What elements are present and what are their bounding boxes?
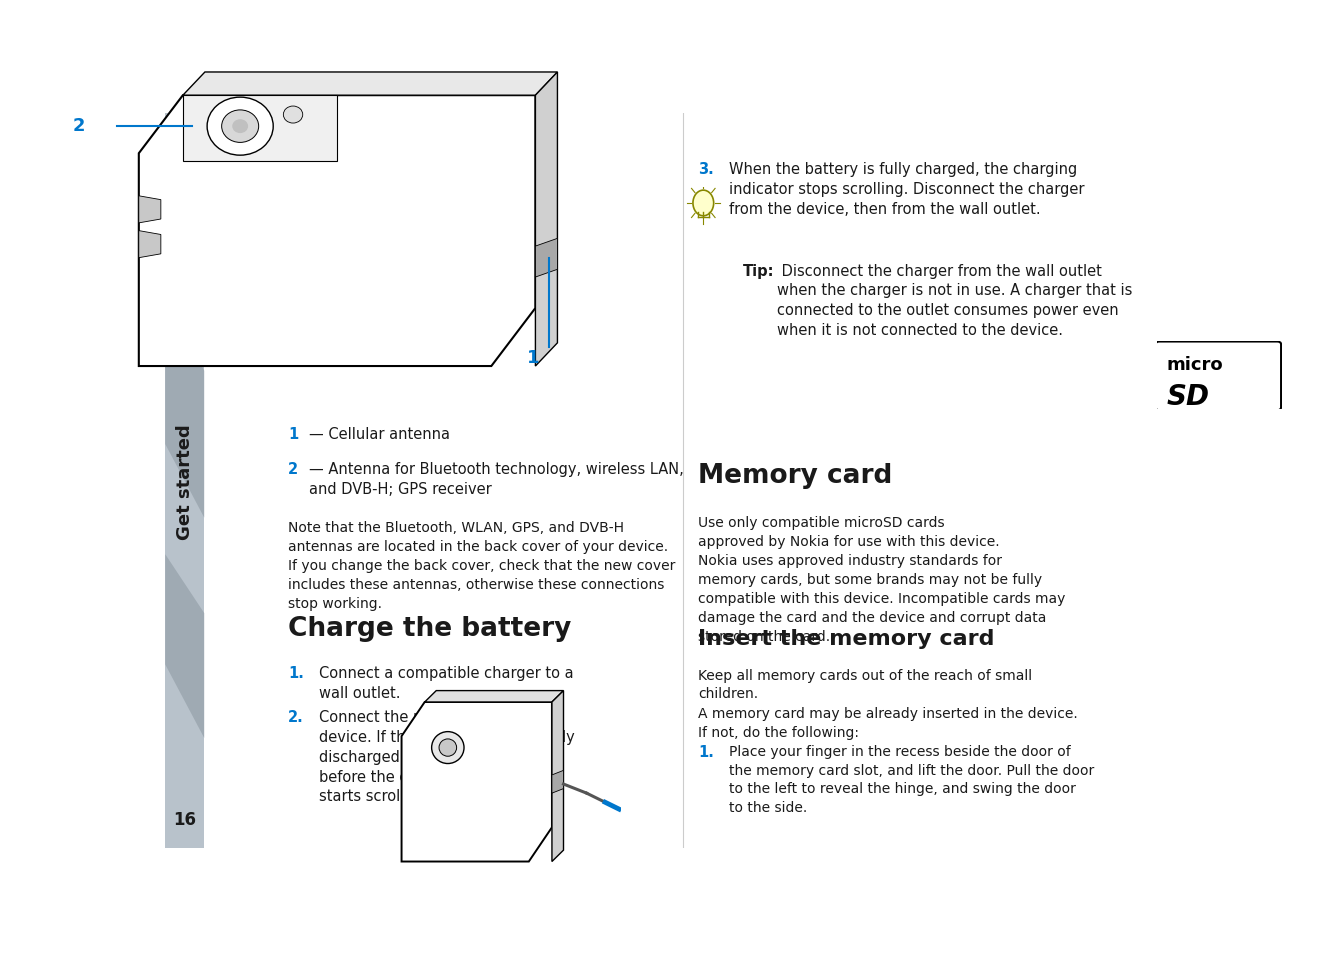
Circle shape [693,191,714,216]
Text: When the battery is fully charged, the charging
indicator stops scrolling. Disco: When the battery is fully charged, the c… [728,162,1084,216]
Circle shape [222,111,259,143]
Polygon shape [424,691,563,702]
Polygon shape [535,73,558,367]
Circle shape [439,740,456,757]
Circle shape [431,732,464,763]
Polygon shape [139,232,161,258]
Circle shape [233,120,249,134]
Text: 3.: 3. [698,162,714,177]
Polygon shape [553,691,563,862]
Text: — Cellular antenna: — Cellular antenna [309,426,449,441]
Text: 1: 1 [526,349,539,367]
Text: Keep all memory cards out of the reach of small
children.: Keep all memory cards out of the reach o… [698,668,1032,700]
FancyBboxPatch shape [1155,342,1281,411]
Text: SD: SD [1167,382,1210,411]
Text: A memory card may be already inserted in the device.
If not, do the following:: A memory card may be already inserted in… [698,706,1077,739]
Text: — Antenna for Bluetooth technology, wireless LAN,
and DVB-H; GPS receiver: — Antenna for Bluetooth technology, wire… [309,461,683,497]
Polygon shape [165,298,204,518]
Text: Place your finger in the recess beside the door of
the memory card slot, and lif: Place your finger in the recess beside t… [728,744,1095,814]
Circle shape [208,98,274,156]
Polygon shape [402,702,553,862]
Text: Insert the memory card: Insert the memory card [698,628,994,648]
Text: micro: micro [1167,355,1223,374]
Text: Get started: Get started [176,423,194,539]
Text: Note that the Bluetooth, WLAN, GPS, and DVB-H
antennas are located in the back c: Note that the Bluetooth, WLAN, GPS, and … [288,520,676,610]
Text: Connect the power cord to the
device. If the battery is completely
discharged, i: Connect the power cord to the device. If… [319,709,575,803]
Text: 16: 16 [173,810,196,828]
Polygon shape [535,239,558,277]
Text: Tip:: Tip: [743,263,775,278]
Polygon shape [165,114,204,848]
Polygon shape [165,555,204,739]
Text: Connect a compatible charger to a
wall outlet.: Connect a compatible charger to a wall o… [319,665,574,700]
Text: 2: 2 [73,117,85,134]
Polygon shape [165,188,204,349]
Polygon shape [139,96,535,367]
Text: Charge the battery: Charge the battery [288,616,571,641]
Polygon shape [139,196,161,224]
Polygon shape [553,771,563,793]
Text: 1.: 1. [288,665,304,680]
Polygon shape [182,73,558,96]
Text: 1.: 1. [698,744,714,760]
Text: 2: 2 [288,461,299,476]
Text: 2.: 2. [288,709,304,724]
Circle shape [283,107,303,124]
Polygon shape [182,96,337,162]
Text: Use only compatible microSD cards
approved by Nokia for use with this device.
No: Use only compatible microSD cards approv… [698,516,1066,643]
Text: Memory card: Memory card [698,463,892,489]
Text: 1: 1 [288,426,299,441]
Text: Disconnect the charger from the wall outlet
when the charger is not in use. A ch: Disconnect the charger from the wall out… [777,263,1132,337]
